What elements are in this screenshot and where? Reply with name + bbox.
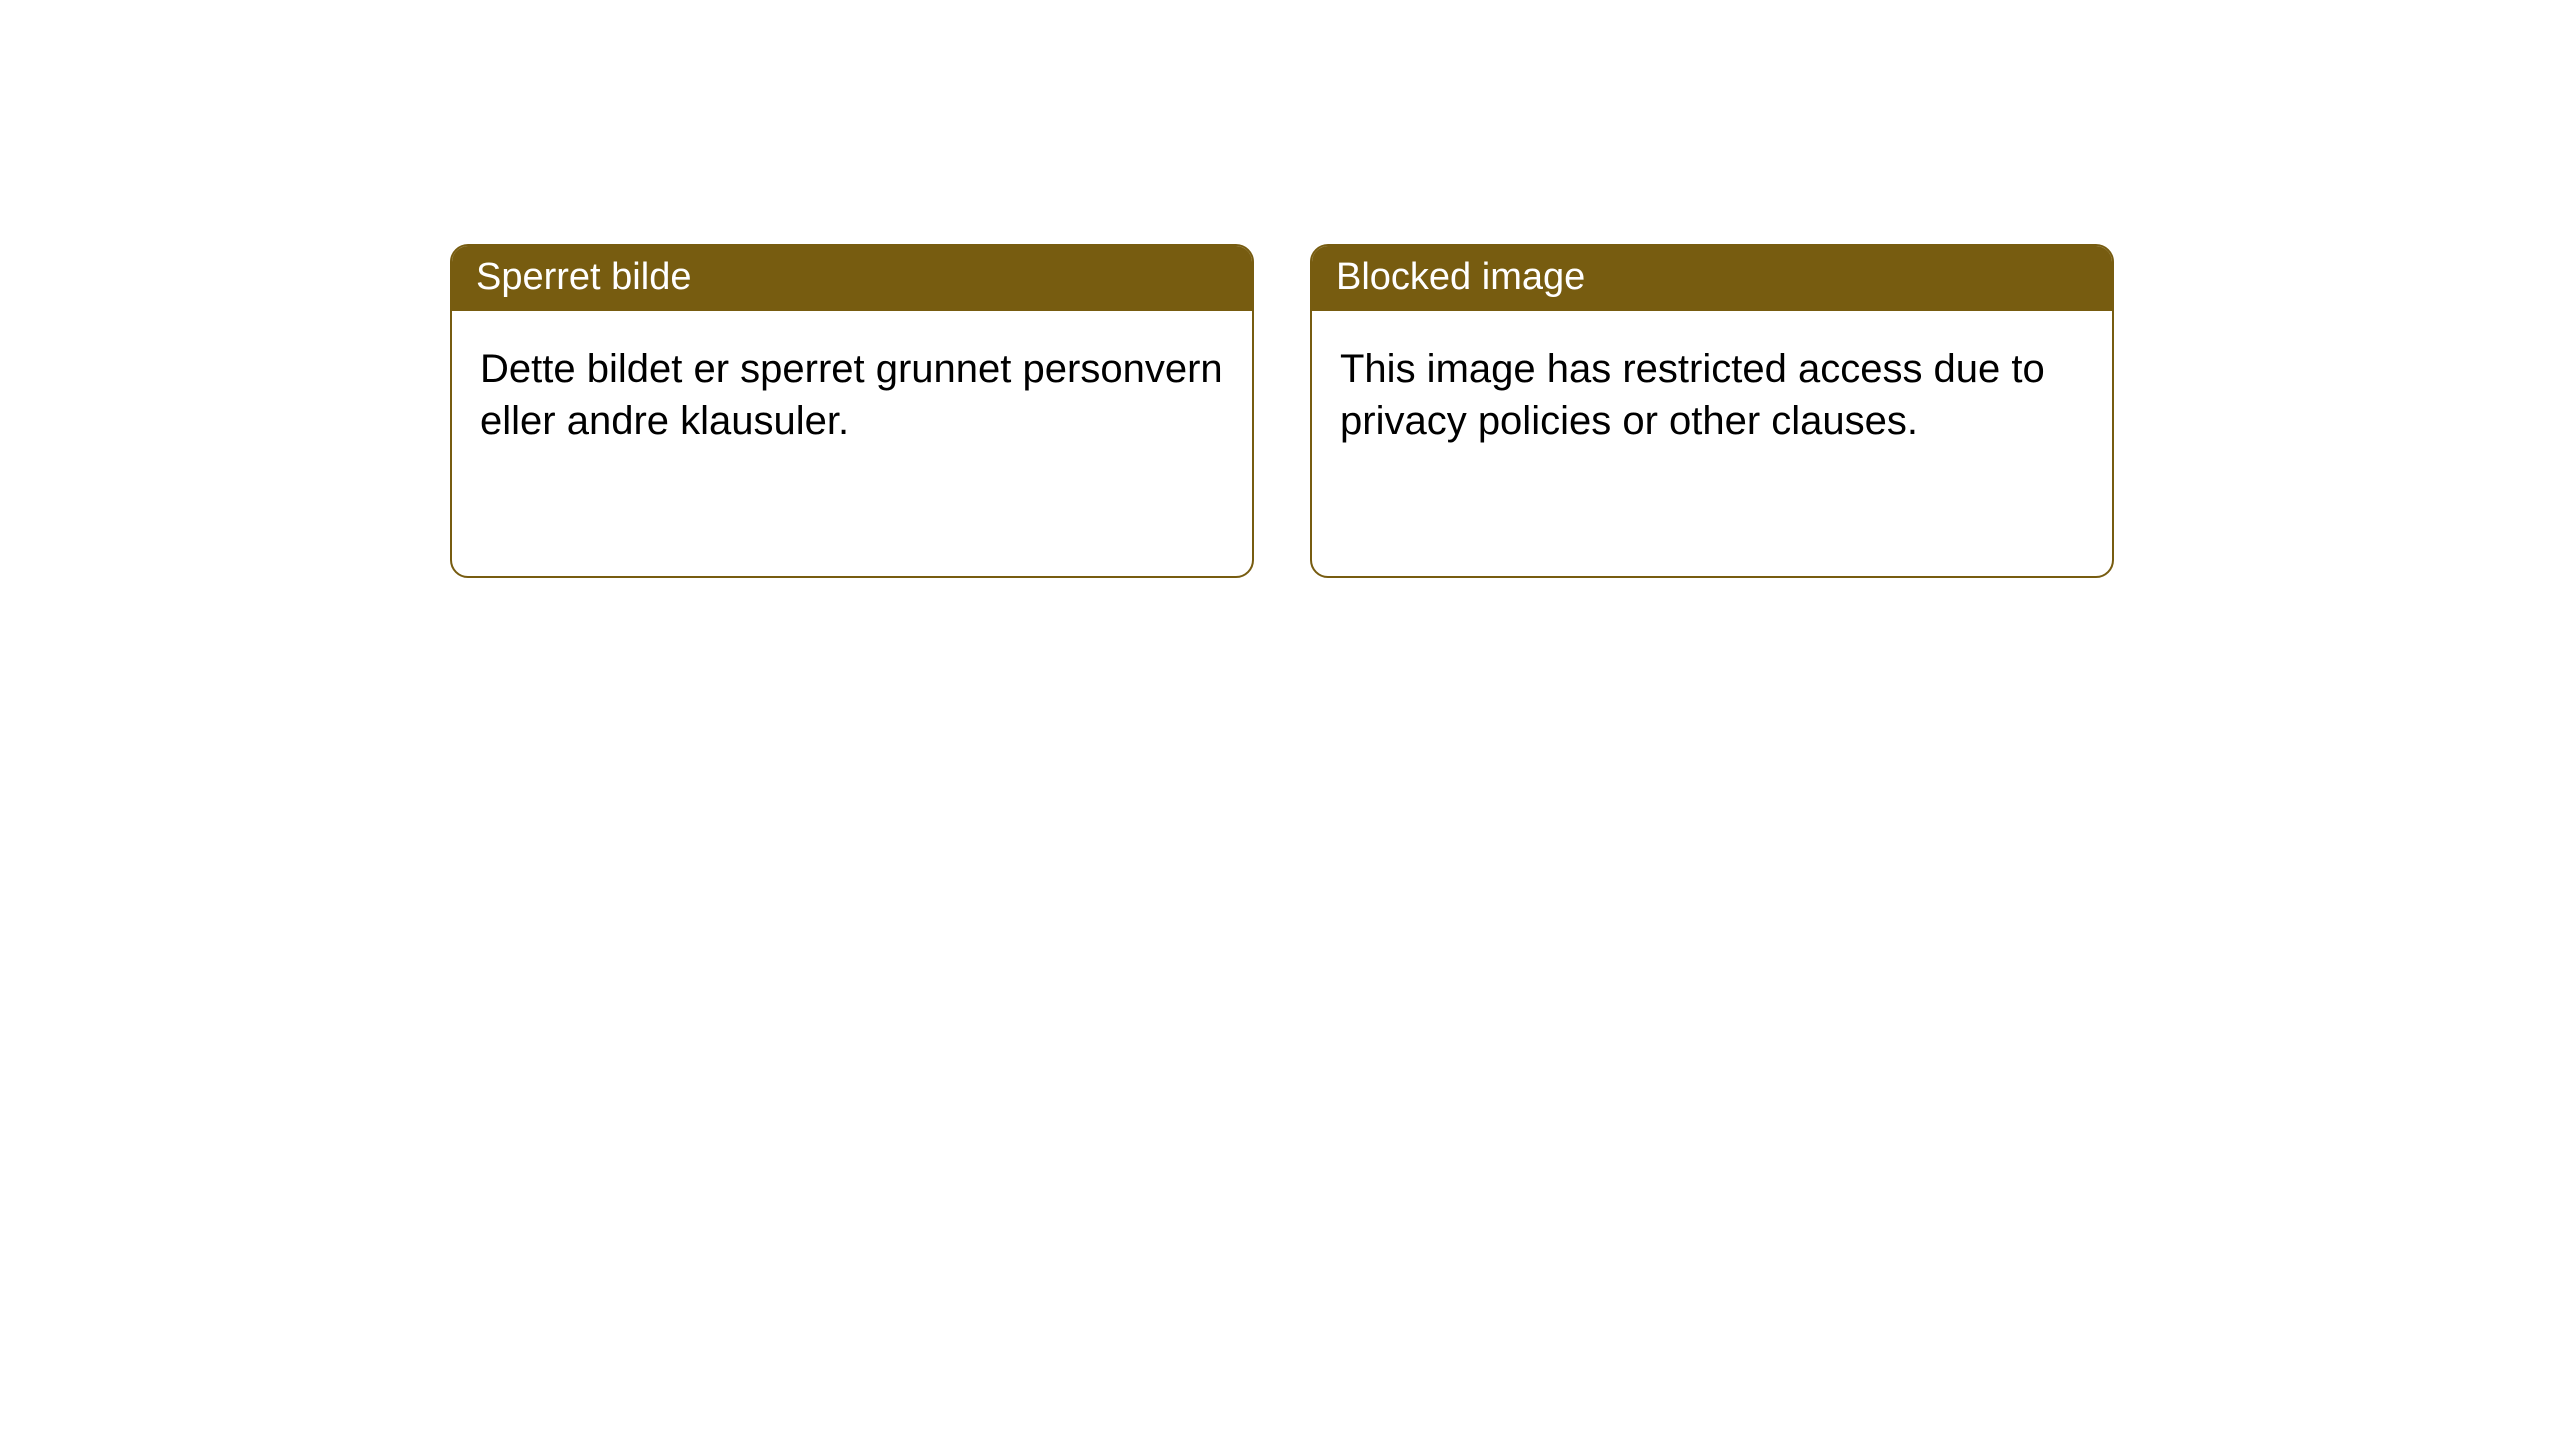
card-title: Blocked image (1336, 256, 1585, 298)
card-title: Sperret bilde (476, 256, 691, 298)
card-body-text: Dette bildet er sperret grunnet personve… (480, 347, 1223, 443)
notice-card-norwegian: Sperret bilde Dette bildet er sperret gr… (450, 244, 1254, 578)
card-header: Blocked image (1312, 246, 2112, 311)
card-body-text: This image has restricted access due to … (1340, 347, 2045, 443)
card-body: This image has restricted access due to … (1312, 311, 2112, 479)
notice-cards-container: Sperret bilde Dette bildet er sperret gr… (450, 244, 2114, 578)
card-header: Sperret bilde (452, 246, 1252, 311)
card-body: Dette bildet er sperret grunnet personve… (452, 311, 1252, 479)
notice-card-english: Blocked image This image has restricted … (1310, 244, 2114, 578)
